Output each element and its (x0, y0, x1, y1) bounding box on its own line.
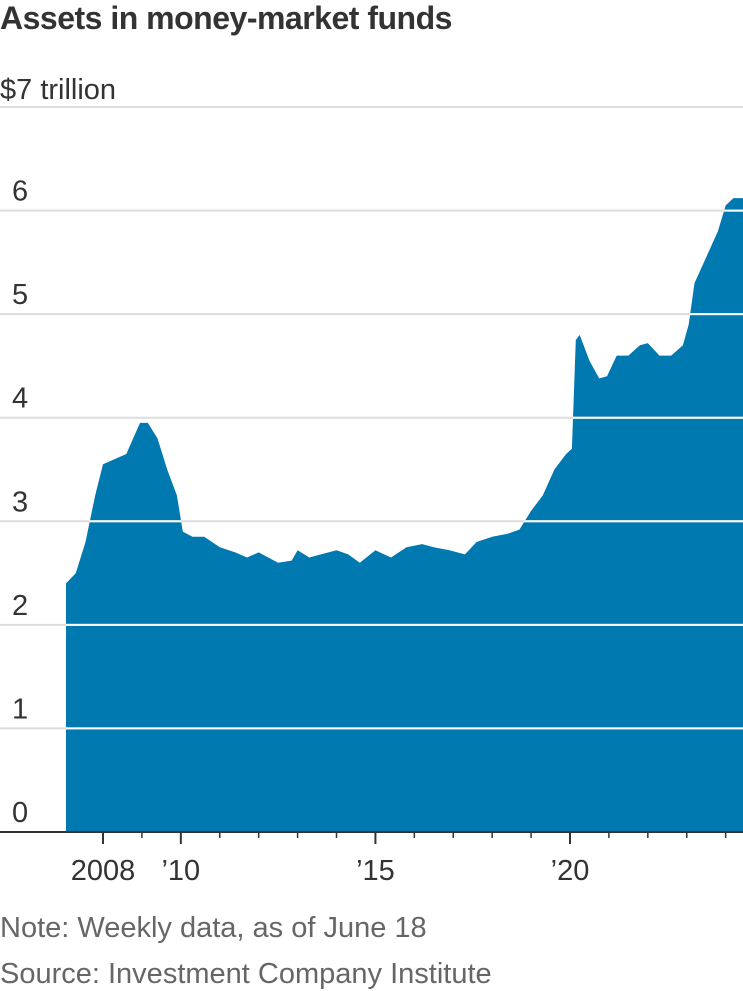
x-tick-label-2008: 2008 (71, 855, 136, 887)
y-tick-label-2: 2 (12, 590, 28, 622)
chart-source: Source: Investment Company Institute (0, 958, 492, 990)
chart-note: Note: Weekly data, as of June 18 (0, 912, 427, 944)
y-tick-label-1: 1 (12, 693, 28, 725)
y-tick-label-6: 6 (12, 176, 28, 208)
y-tick-label-0: 0 (12, 797, 28, 829)
chart-title: Assets in money-market funds (0, 0, 452, 36)
x-tick-label-2020: ’20 (551, 855, 590, 887)
x-tick-label-2015: ’15 (356, 855, 395, 887)
y-tick-label-4: 4 (12, 383, 28, 415)
y-tick-label-3: 3 (12, 486, 28, 518)
y-unit-label: $7 trillion (0, 74, 116, 106)
area-chart: 0 1 2 3 4 5 6 $7 trillion 2008 ’10 ’15 ’20 (0, 74, 743, 887)
x-tick-label-2010: ’10 (161, 855, 200, 887)
series-area (66, 198, 743, 832)
y-tick-label-5: 5 (12, 279, 28, 311)
